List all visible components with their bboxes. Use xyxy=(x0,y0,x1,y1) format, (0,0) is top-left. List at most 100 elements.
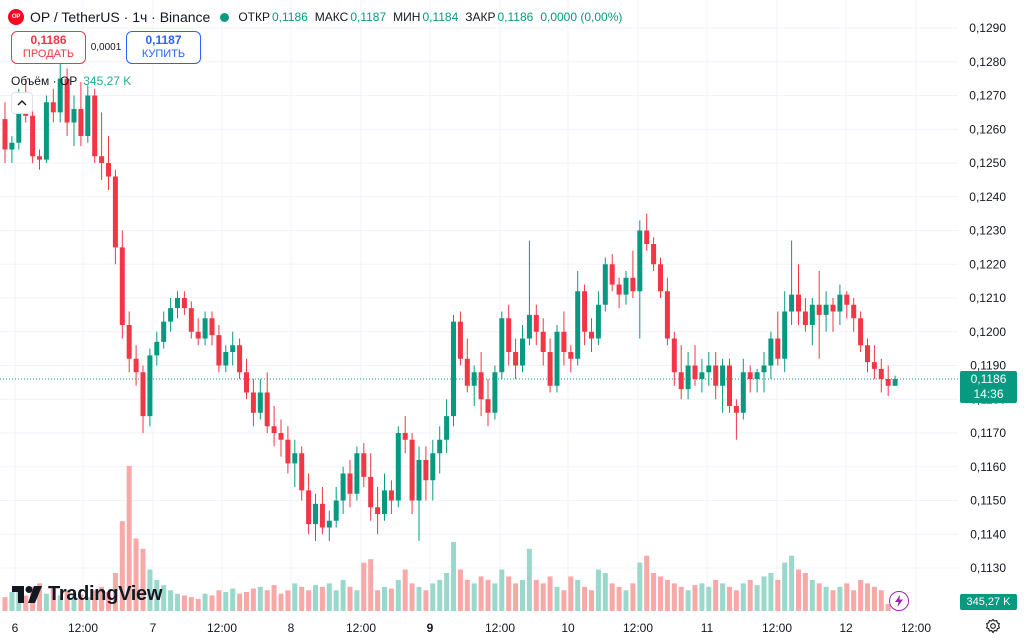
candle-body xyxy=(188,308,194,332)
volume-legend-name[interactable]: Объём · OP xyxy=(11,74,78,88)
candle-body xyxy=(499,318,505,373)
volume-bar xyxy=(188,597,194,611)
volume-bar xyxy=(485,579,491,611)
candle-body xyxy=(368,476,374,508)
buy-button[interactable]: 0,1187 КУПИТЬ xyxy=(126,31,201,64)
volume-bar xyxy=(809,579,815,611)
sell-button[interactable]: 0,1186 ПРОДАТЬ xyxy=(11,31,86,64)
volume-bar xyxy=(347,586,353,611)
candle-body xyxy=(333,500,339,521)
chart-settings-button[interactable] xyxy=(984,617,1002,635)
volume-bar xyxy=(299,586,305,611)
volume-bar xyxy=(851,590,857,611)
candle-body xyxy=(347,473,353,494)
volume-bar xyxy=(644,555,650,611)
buy-price: 0,1187 xyxy=(145,33,182,48)
lightning-button[interactable] xyxy=(889,591,909,611)
volume-bar xyxy=(720,583,726,611)
volume-bar xyxy=(37,583,42,611)
candle-body xyxy=(816,304,822,315)
volume-bar xyxy=(382,586,387,611)
volume-bar xyxy=(595,569,601,611)
candle-body xyxy=(140,372,146,417)
volume-bar xyxy=(278,593,284,611)
volume-bar xyxy=(885,604,891,611)
volume-bar xyxy=(582,586,588,611)
volume-bar xyxy=(865,583,870,611)
volume-bar xyxy=(85,597,91,611)
volume-bar xyxy=(368,559,374,611)
candle-body xyxy=(789,294,795,312)
volume-bar xyxy=(451,541,456,611)
candle-body xyxy=(50,102,56,113)
candle-body xyxy=(733,406,739,413)
price-axis-label: 0,1210 xyxy=(969,291,1006,305)
volume-bar xyxy=(271,585,277,611)
candle-body xyxy=(375,507,381,514)
high-label: МАКС xyxy=(314,10,349,24)
candle-body xyxy=(664,291,670,339)
tradingview-logo[interactable]: TradingView xyxy=(12,583,162,606)
candle-body xyxy=(865,345,870,363)
candle-body xyxy=(464,358,470,386)
candle-body xyxy=(299,453,305,491)
change-value: 0,0000 (0,00%) xyxy=(540,10,623,24)
candle-body xyxy=(589,331,594,339)
time-axis-label: 6 xyxy=(12,621,19,635)
symbol-title[interactable]: OP / TetherUS · 1ч · Binance xyxy=(30,9,211,25)
time-axis-label: 12:00 xyxy=(207,621,237,635)
price-axis-label: 0,1160 xyxy=(970,460,1006,474)
candle-body xyxy=(271,426,277,433)
candle-body xyxy=(740,372,746,413)
volume-bar xyxy=(554,586,560,611)
volume-bar xyxy=(802,573,808,611)
candle-body xyxy=(768,338,774,366)
candle-body xyxy=(761,365,767,373)
candle-body xyxy=(851,304,857,319)
candle-body xyxy=(78,109,84,136)
candle-body xyxy=(402,433,408,440)
candle-body xyxy=(844,294,850,305)
volume-bar xyxy=(464,579,470,611)
candle-body xyxy=(492,372,498,413)
volume-bar xyxy=(119,521,125,611)
candle-body xyxy=(671,338,677,373)
candle-body xyxy=(209,318,215,336)
volume-bar xyxy=(499,569,505,611)
candle-body xyxy=(16,95,22,143)
candle-body xyxy=(540,331,546,352)
candle-body xyxy=(409,439,415,501)
candle-body xyxy=(195,331,201,339)
volume-legend: Объём · OP 345,27 K xyxy=(11,74,131,88)
volume-bar xyxy=(250,588,256,611)
candle-body xyxy=(526,314,532,339)
candle-body xyxy=(747,372,753,379)
buy-label: КУПИТЬ xyxy=(141,48,186,61)
price-axis-label: 0,1220 xyxy=(969,257,1006,271)
candle-body xyxy=(30,115,36,157)
volume-bar xyxy=(526,548,532,611)
tradingview-wordmark: TradingView xyxy=(48,583,163,605)
candle-body xyxy=(478,372,484,400)
candle-body xyxy=(361,453,367,477)
time-axis-label: 12:00 xyxy=(901,621,931,635)
candle-body xyxy=(106,163,111,177)
candle-body xyxy=(616,284,622,295)
candle-body xyxy=(64,78,70,123)
volume-bar xyxy=(478,576,484,611)
volume-bar xyxy=(257,586,263,611)
candle-body xyxy=(168,308,174,322)
candle-body xyxy=(554,331,560,386)
volume-bar xyxy=(678,586,684,611)
volume-bar xyxy=(430,583,436,611)
candle-body xyxy=(713,365,719,386)
candle-body xyxy=(506,318,512,352)
candle-body xyxy=(561,331,567,352)
collapse-legend-button[interactable] xyxy=(11,92,33,114)
low-label: МИН xyxy=(393,10,421,24)
volume-bar xyxy=(388,588,394,611)
volume-bar xyxy=(775,579,781,611)
price-axis-label: 0,1240 xyxy=(969,190,1006,204)
volume-bar xyxy=(506,576,512,611)
